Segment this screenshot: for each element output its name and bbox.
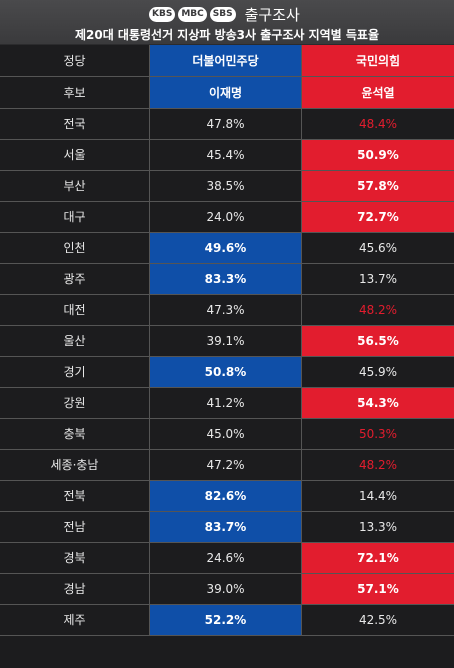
yoon-share-cell: 42.5% — [301, 605, 454, 636]
lee-share-cell: 45.0% — [149, 419, 301, 450]
results-table: 정당 더불어민주당 국민의힘 후보 이재명 윤석열 전국 47.8% 48.4% 서울… — [0, 45, 454, 636]
header: KBS MBC SBS 출구조사 제20대 대통령선거 지상파 방송3사 출구조… — [0, 0, 454, 45]
region-cell: 부산 — [0, 171, 149, 202]
region-cell: 충북 — [0, 419, 149, 450]
yoon-share-cell: 13.7% — [301, 264, 454, 295]
candidate-yoon: 윤석열 — [301, 77, 454, 109]
mbc-logo: MBC — [178, 7, 207, 22]
lee-share-cell: 83.3% — [149, 264, 301, 295]
lee-share-cell: 45.4% — [149, 140, 301, 171]
region-cell: 경남 — [0, 574, 149, 605]
lee-share-cell: 41.2% — [149, 388, 301, 419]
region-cell: 대전 — [0, 295, 149, 326]
lee-share-cell: 47.8% — [149, 109, 301, 140]
region-cell: 광주 — [0, 264, 149, 295]
kbs-logo: KBS — [149, 7, 176, 22]
candidate-lee: 이재명 — [149, 77, 301, 109]
yoon-share-cell: 13.3% — [301, 512, 454, 543]
yoon-share-cell: 48.4% — [301, 109, 454, 140]
region-cell: 대구 — [0, 202, 149, 233]
lee-share-cell: 38.5% — [149, 171, 301, 202]
yoon-share-cell: 50.9% — [301, 140, 454, 171]
broadcaster-logos: KBS MBC SBS 출구조사 — [149, 4, 300, 25]
lee-share-cell: 47.3% — [149, 295, 301, 326]
region-cell: 세종·충남 — [0, 450, 149, 481]
candidate-label: 후보 — [0, 77, 149, 109]
region-cell: 전북 — [0, 481, 149, 512]
yoon-share-cell: 14.4% — [301, 481, 454, 512]
yoon-share-cell: 48.2% — [301, 450, 454, 481]
yoon-share-cell: 45.6% — [301, 233, 454, 264]
lee-share-cell: 83.7% — [149, 512, 301, 543]
yoon-share-cell: 50.3% — [301, 419, 454, 450]
region-cell: 경기 — [0, 357, 149, 388]
sbs-logo: SBS — [209, 7, 236, 22]
region-cell: 전남 — [0, 512, 149, 543]
yoon-share-cell: 54.3% — [301, 388, 454, 419]
yoon-share-cell: 72.1% — [301, 543, 454, 574]
lee-share-cell: 52.2% — [149, 605, 301, 636]
yoon-share-cell: 72.7% — [301, 202, 454, 233]
lee-share-cell: 82.6% — [149, 481, 301, 512]
region-cell: 경북 — [0, 543, 149, 574]
party-label: 정당 — [0, 45, 149, 77]
region-cell: 서울 — [0, 140, 149, 171]
region-cell: 울산 — [0, 326, 149, 357]
yoon-share-cell: 45.9% — [301, 357, 454, 388]
lee-share-cell: 39.0% — [149, 574, 301, 605]
region-cell: 강원 — [0, 388, 149, 419]
yoon-share-cell: 48.2% — [301, 295, 454, 326]
party-democratic: 더불어민주당 — [149, 45, 301, 77]
lee-share-cell: 47.2% — [149, 450, 301, 481]
lee-share-cell: 50.8% — [149, 357, 301, 388]
page-subtitle: 제20대 대통령선거 지상파 방송3사 출구조사 지역별 득표율 — [74, 28, 380, 42]
lee-share-cell: 39.1% — [149, 326, 301, 357]
lee-share-cell: 24.6% — [149, 543, 301, 574]
yoon-share-cell: 56.5% — [301, 326, 454, 357]
party-ppp: 국민의힘 — [301, 45, 454, 77]
yoon-share-cell: 57.1% — [301, 574, 454, 605]
lee-share-cell: 24.0% — [149, 202, 301, 233]
yoon-share-cell: 57.8% — [301, 171, 454, 202]
region-cell: 제주 — [0, 605, 149, 636]
region-cell: 인천 — [0, 233, 149, 264]
region-cell: 전국 — [0, 109, 149, 140]
lee-share-cell: 49.6% — [149, 233, 301, 264]
page-title: 출구조사 — [244, 6, 300, 24]
